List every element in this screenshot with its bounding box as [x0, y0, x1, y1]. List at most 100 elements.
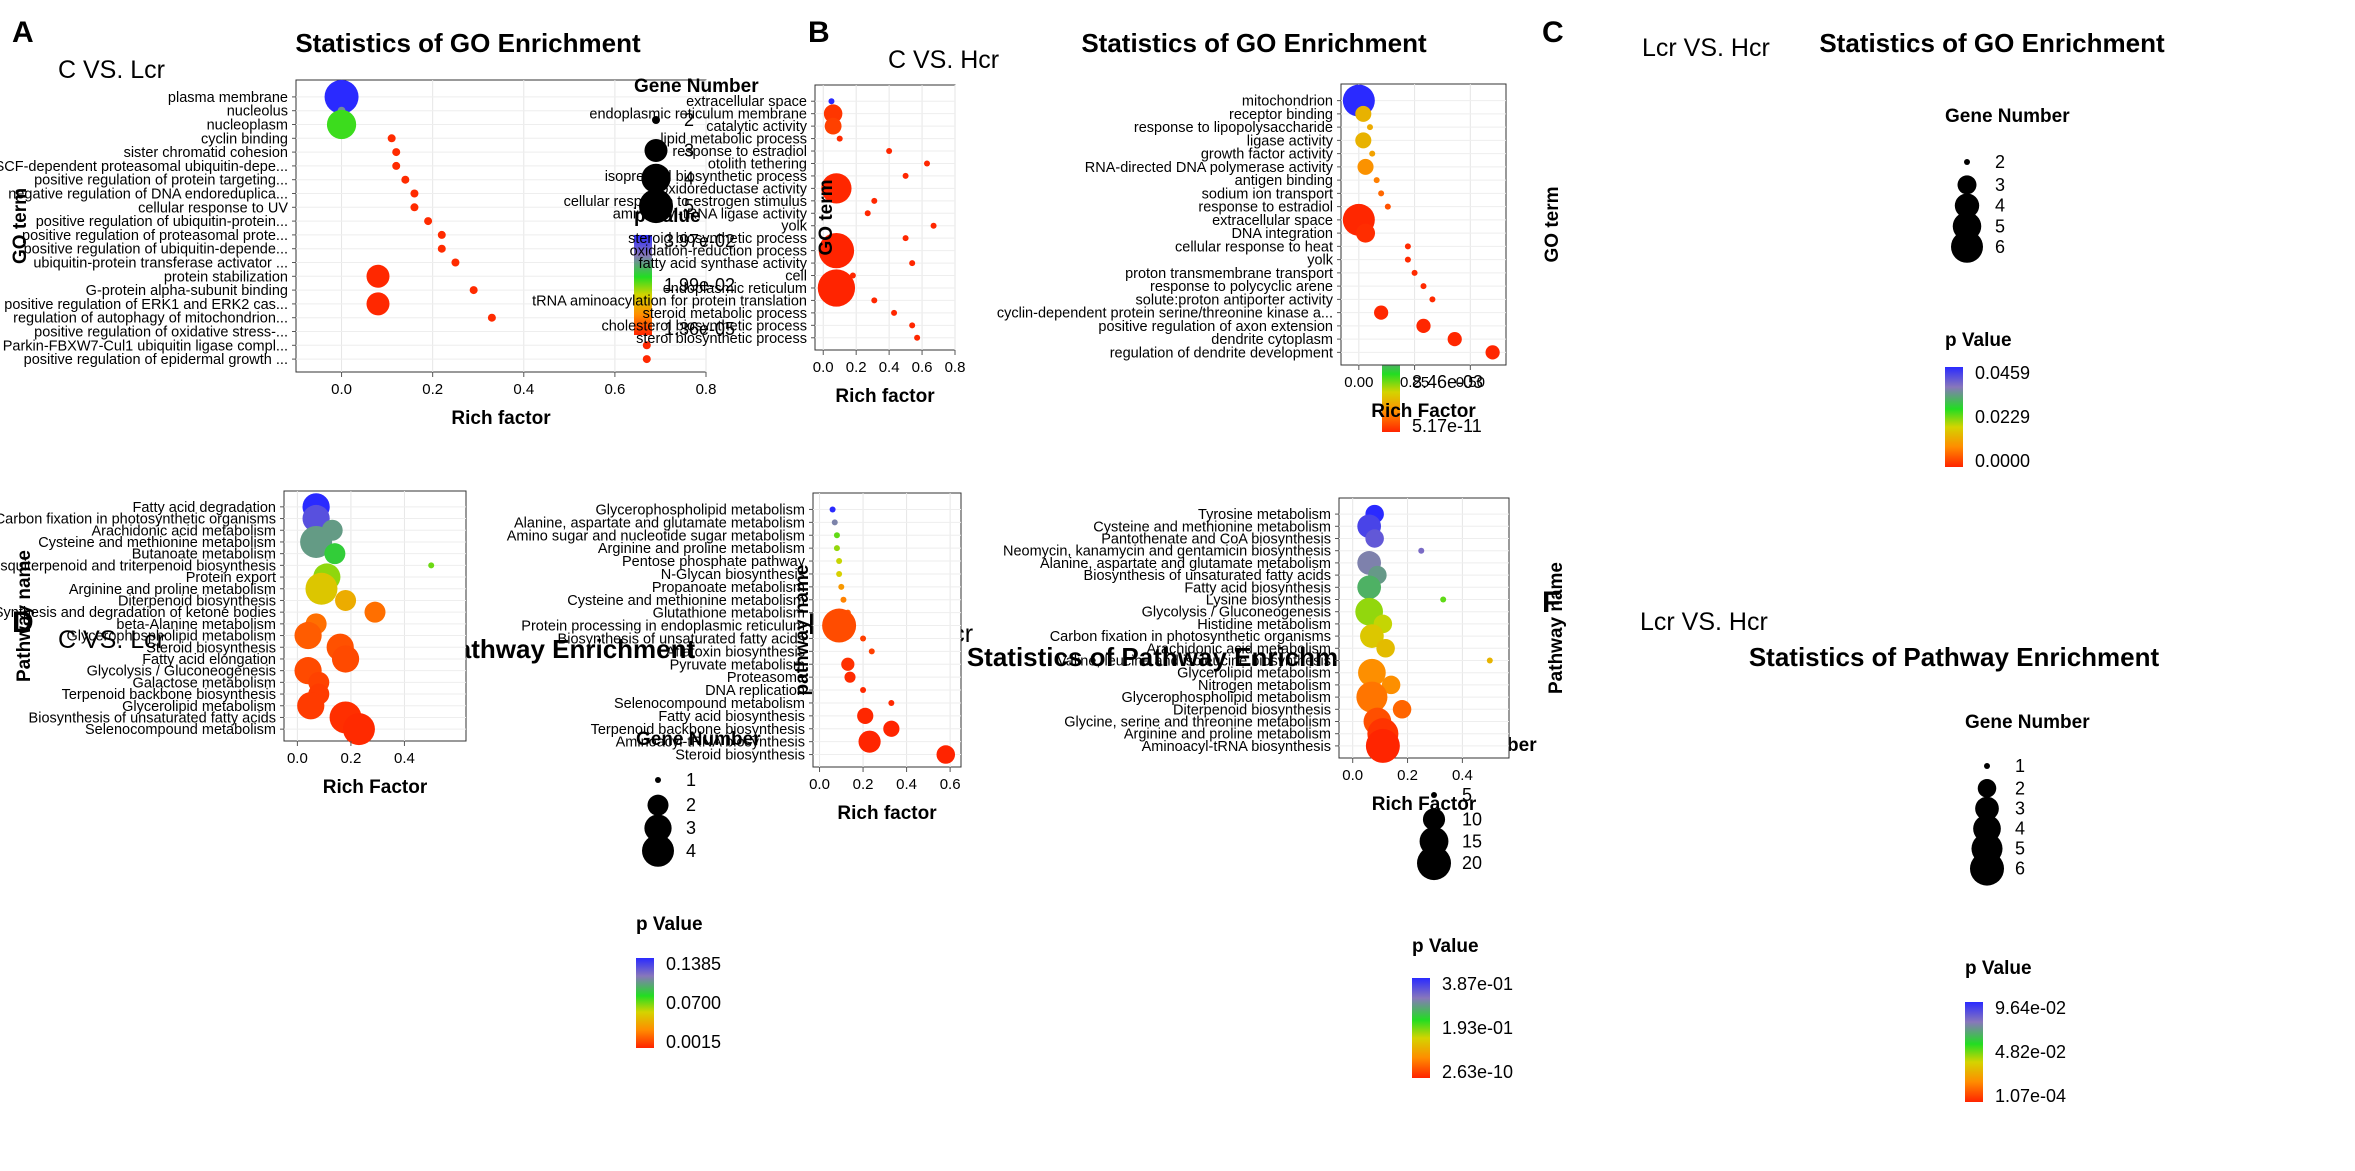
- size-legend-label: 10: [1462, 809, 1482, 829]
- y-tick-label: Glycerolipid metabolism: [122, 699, 276, 715]
- data-point: [823, 104, 843, 123]
- data-point: [1355, 132, 1372, 149]
- data-point: [1440, 596, 1447, 603]
- x-tick-label: 0.4: [513, 381, 534, 398]
- data-point: [428, 562, 435, 569]
- data-point: [1384, 203, 1391, 210]
- y-tick-label: response to lipopolysaccharide: [1134, 120, 1333, 136]
- x-tick-label: 0.50: [1456, 374, 1485, 391]
- data-point: [1485, 345, 1500, 360]
- y-tick-label: Glycerolipid metabolism: [1177, 666, 1331, 682]
- y-tick-label: G-protein alpha-subunit binding: [86, 283, 288, 299]
- y-tick-label: N-Glycan biosynthesis: [661, 567, 805, 583]
- y-tick-label: positive regulation of protein targeting…: [34, 173, 288, 189]
- y-tick-label: Aminoacyl-tRNA biosynthesis: [1142, 739, 1331, 755]
- y-tick-label: nucleoplasm: [207, 118, 288, 134]
- data-point: [1366, 124, 1373, 131]
- data-point: [324, 543, 346, 565]
- data-point: [821, 173, 852, 204]
- y-tick-label: cell: [785, 269, 807, 285]
- y-tick-label: Diterpenoid biosynthesis: [118, 593, 276, 609]
- data-point: [914, 334, 921, 341]
- size-legend-label: 6: [2015, 859, 2025, 879]
- y-tick-label: Biosynthesis of unsaturated fatty acids: [1084, 568, 1331, 584]
- y-tick-label: extracellular space: [686, 94, 807, 110]
- color-legend-label: 0.0015: [666, 1032, 721, 1052]
- color-legend-title: p Value: [634, 206, 701, 227]
- y-tick-label: cellular response to heat: [1175, 239, 1333, 255]
- y-tick-label: Glycerophospholipid metabolism: [1121, 690, 1331, 706]
- y-tick-label: Aflatoxin biosynthesis: [666, 644, 805, 660]
- data-point: [305, 572, 338, 605]
- data-point: [300, 525, 333, 558]
- y-tick-label: Protein processing in endoplasmic reticu…: [521, 619, 805, 635]
- color-legend-label: 1.07e-04: [1995, 1086, 2066, 1106]
- data-point: [342, 713, 375, 746]
- y-tick-label: aminoacyl-tRNA ligase activity: [613, 206, 808, 222]
- color-legend-label: 2.63e-10: [1442, 1062, 1513, 1082]
- data-point: [424, 217, 433, 226]
- color-bar: [634, 235, 652, 335]
- data-point: [366, 264, 390, 288]
- size-legend-label: 20: [1462, 853, 1482, 873]
- y-tick-label: Pyruvate metabolism: [670, 657, 805, 673]
- data-point: [364, 601, 386, 623]
- color-bar: [1965, 1002, 1983, 1102]
- x-axis-title: Rich Factor: [323, 777, 428, 798]
- y-tick-label: yolk: [1307, 253, 1334, 269]
- x-tick-label: 0.0: [813, 359, 834, 376]
- data-point: [366, 292, 390, 316]
- color-legend-label: 0.1385: [666, 954, 721, 974]
- size-legend-label: 4: [684, 168, 694, 188]
- y-tick-label: extracellular space: [1212, 213, 1333, 229]
- size-legend-label: 4: [1995, 196, 2005, 216]
- size-legend-circle: [1422, 808, 1446, 831]
- data-point: [331, 645, 360, 673]
- data-point: [1411, 269, 1418, 276]
- y-tick-label: Cysteine and methionine metabolism: [567, 593, 805, 609]
- y-tick-label: Arachidonic acid metabolism: [1146, 641, 1331, 657]
- y-tick-label: Biosynthesis of unsaturated fatty acids: [29, 710, 276, 726]
- x-axis-title: Rich Factor: [1371, 401, 1476, 422]
- data-point: [871, 197, 878, 204]
- y-tick-label: antigen binding: [1235, 173, 1333, 189]
- data-point: [1360, 624, 1384, 648]
- data-point: [936, 745, 956, 764]
- data-point: [392, 148, 401, 157]
- data-point: [297, 692, 325, 720]
- data-point: [1418, 547, 1425, 554]
- panel-6: F Lcr VS. Hcr Statistics of Pathway Enrich…: [1003, 497, 2160, 1106]
- data-point: [860, 635, 867, 642]
- y-tick-label: Glycine, serine and threonine metabolism: [1064, 715, 1331, 731]
- data-point: [487, 313, 496, 322]
- comparison-label: C VS. Lcr: [58, 626, 165, 654]
- data-point: [831, 519, 838, 526]
- y-tick-label: response to polycyclic arene: [1150, 279, 1333, 295]
- x-tick-label: 0.2: [853, 776, 874, 793]
- data-point: [902, 235, 909, 242]
- y-tick-label: Fatty acid elongation: [142, 652, 276, 668]
- color-legend-label: 3.97e-02: [664, 231, 735, 251]
- data-point: [392, 161, 401, 170]
- chart-title: Statistics of GO Enrichment: [295, 28, 641, 58]
- y-tick-label: Sesquiterpenoid and triterpenoid biosynt…: [0, 558, 276, 574]
- y-tick-label: isoprenoid biosynthetic process: [605, 169, 807, 185]
- y-tick-label: Galactose metabolism: [133, 675, 276, 691]
- size-legend-circle: [1970, 851, 2004, 886]
- data-point: [1365, 728, 1400, 763]
- data-point: [410, 203, 419, 212]
- y-tick-label: cellular response to estrogen stimulus: [564, 194, 807, 210]
- comparison-label: Lcr VS. Hcr: [1640, 608, 1768, 636]
- y-tick-label: oxidation-reduction process: [630, 244, 807, 260]
- data-point: [822, 608, 857, 643]
- data-point: [1378, 190, 1385, 197]
- y-tick-label: Proteasome: [727, 670, 805, 686]
- y-tick-label: cellular response to UV: [138, 200, 288, 216]
- data-point: [1356, 223, 1376, 243]
- color-legend-label: 4.82e-02: [1995, 1042, 2066, 1062]
- data-point: [829, 506, 836, 513]
- data-point: [1355, 105, 1372, 122]
- y-tick-label: Terpenoid backbone biosynthesis: [591, 722, 805, 738]
- data-point: [335, 589, 357, 611]
- y-tick-label: sterol biosynthetic process: [636, 331, 807, 347]
